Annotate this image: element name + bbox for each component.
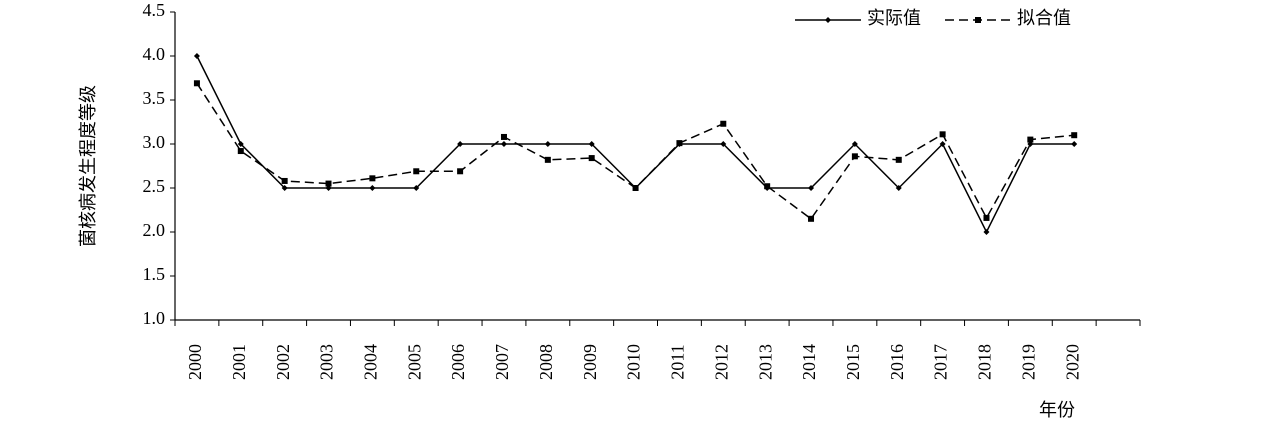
point bbox=[939, 131, 946, 138]
point bbox=[851, 153, 858, 160]
x-tick-label: 2012 bbox=[711, 344, 731, 380]
point bbox=[544, 141, 551, 147]
x-tick-label: 2004 bbox=[361, 344, 381, 380]
point bbox=[281, 185, 288, 191]
x-tick-label: 2005 bbox=[404, 344, 424, 380]
y-tick-label: 4.5 bbox=[143, 0, 166, 20]
point bbox=[895, 156, 902, 163]
x-tick-label: 2001 bbox=[229, 344, 249, 380]
x-tick-label: 2007 bbox=[492, 344, 512, 380]
x-axis-label: 年份 bbox=[1039, 400, 1075, 420]
point bbox=[413, 185, 420, 191]
legend-marker bbox=[825, 17, 831, 23]
y-tick-label: 3.5 bbox=[143, 88, 166, 108]
point bbox=[1071, 132, 1078, 139]
series-line bbox=[196, 82, 1075, 220]
point bbox=[588, 141, 595, 147]
point bbox=[369, 175, 376, 182]
legend-label: 拟合值 bbox=[1017, 8, 1071, 28]
x-tick-label: 2020 bbox=[1062, 344, 1082, 380]
point bbox=[281, 177, 288, 184]
x-tick-label: 2015 bbox=[843, 344, 863, 380]
point bbox=[457, 141, 464, 147]
point bbox=[193, 80, 200, 87]
y-tick-label: 2.5 bbox=[143, 176, 166, 196]
x-tick-label: 2014 bbox=[799, 344, 819, 380]
point bbox=[325, 180, 332, 187]
point bbox=[764, 183, 771, 190]
y-tick-label: 1.0 bbox=[143, 308, 166, 328]
point bbox=[237, 141, 244, 147]
y-tick-label: 2.0 bbox=[143, 220, 166, 240]
legend-label: 实际值 bbox=[867, 8, 921, 28]
y-axis-label: 菌核病发生程度等级 bbox=[78, 85, 98, 247]
point bbox=[544, 156, 551, 163]
x-tick-label: 2002 bbox=[273, 344, 293, 380]
x-tick-label: 2019 bbox=[1018, 344, 1038, 380]
x-tick-label: 2018 bbox=[975, 344, 995, 380]
x-tick-label: 2017 bbox=[931, 344, 951, 380]
point bbox=[895, 185, 902, 191]
point bbox=[808, 215, 815, 222]
point bbox=[369, 185, 376, 191]
x-tick-label: 2016 bbox=[887, 344, 907, 380]
point bbox=[632, 185, 639, 191]
x-tick-label: 2011 bbox=[668, 344, 688, 379]
point bbox=[676, 140, 683, 147]
point bbox=[413, 168, 420, 175]
x-tick-label: 2013 bbox=[755, 344, 775, 380]
point bbox=[457, 168, 464, 175]
point bbox=[851, 141, 858, 147]
x-tick-label: 2008 bbox=[536, 344, 556, 380]
legend-marker bbox=[975, 17, 981, 23]
y-tick-label: 4.0 bbox=[143, 44, 166, 64]
point bbox=[720, 141, 727, 147]
point bbox=[1027, 136, 1034, 143]
point bbox=[193, 53, 200, 59]
point bbox=[939, 141, 946, 147]
x-tick-label: 2000 bbox=[185, 344, 205, 380]
y-tick-label: 1.5 bbox=[143, 264, 166, 284]
x-tick-label: 2009 bbox=[580, 344, 600, 380]
x-tick-label: 2006 bbox=[448, 344, 468, 380]
y-tick-label: 3.0 bbox=[143, 132, 166, 152]
point bbox=[983, 229, 990, 235]
point bbox=[500, 141, 507, 147]
point bbox=[983, 214, 990, 221]
point bbox=[720, 120, 727, 127]
point bbox=[500, 133, 507, 140]
point bbox=[808, 185, 815, 191]
x-tick-label: 2003 bbox=[317, 344, 337, 380]
x-tick-label: 2010 bbox=[624, 344, 644, 380]
point bbox=[588, 155, 595, 162]
point bbox=[237, 148, 244, 155]
point bbox=[1071, 141, 1078, 147]
